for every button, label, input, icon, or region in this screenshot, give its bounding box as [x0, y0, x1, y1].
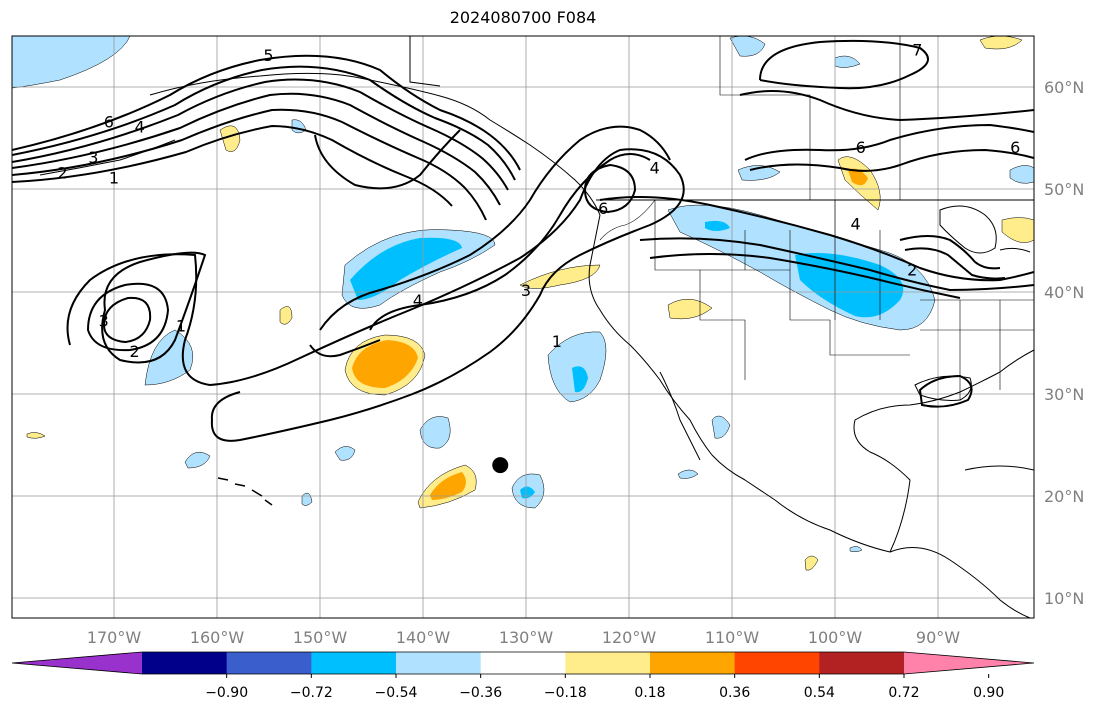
colorbar-tick-label: 0.18	[634, 685, 665, 701]
colorbar-segment	[734, 652, 820, 674]
contour-label: 1	[176, 317, 186, 336]
colorbar-segment	[226, 652, 312, 674]
lon-tick-label: 90°W	[916, 628, 960, 647]
colorbar-segment	[142, 652, 228, 674]
gridlines	[12, 36, 1034, 618]
contour-label: 4	[413, 291, 423, 310]
contour-label: 3	[521, 281, 531, 300]
colorbar-segment	[565, 652, 651, 674]
colorbar-tick-label: −0.90	[205, 685, 248, 701]
contour-label: 6	[104, 112, 114, 131]
map-title: 2024080700 F084	[449, 8, 597, 27]
colorbar-segment	[311, 652, 397, 674]
colorbar	[11, 651, 1035, 675]
colorbar-segment	[650, 652, 736, 674]
colorbar-outline	[11, 651, 1035, 675]
contour-label: 1	[552, 332, 562, 351]
lat-tick-label: 10°N	[1044, 589, 1084, 608]
colorbar-tick-label: 0.90	[973, 685, 1004, 701]
colorbar-segment	[396, 652, 482, 674]
lon-tick-label: 100°W	[808, 628, 863, 647]
contour-label: 4	[650, 158, 660, 177]
contour-label: 6	[856, 138, 866, 157]
contour-label: 5	[263, 46, 273, 65]
colorbar-segment	[819, 652, 905, 674]
contour-label: 1	[109, 168, 119, 187]
colorbar-tick-label: 0.54	[804, 685, 835, 701]
contour-label: 2	[907, 260, 917, 279]
lat-tick-label: 40°N	[1044, 283, 1084, 302]
contour-label: 6	[1010, 138, 1020, 157]
lon-tick-label: 140°W	[396, 628, 451, 647]
colorbar-segment	[480, 652, 566, 674]
contour-lines	[12, 39, 1034, 442]
colorbar-under-triangle	[12, 652, 142, 674]
colorbar-tick-label: −0.18	[544, 685, 587, 701]
lon-tick-label: 130°W	[499, 628, 554, 647]
colorbar-over-triangle	[904, 652, 1034, 674]
contour-label: 3	[88, 148, 98, 167]
lon-tick-label: 110°W	[705, 628, 760, 647]
contour-label: 2	[130, 342, 140, 361]
longitude-axis: 170°W 160°W 150°W 140°W 130°W 120°W 110°…	[87, 628, 960, 647]
colorbar-tick-label: 0.36	[719, 685, 750, 701]
contour-label: 7	[912, 41, 922, 60]
storm-center-marker	[492, 457, 509, 474]
colorbar-tick-label: 0.72	[888, 685, 919, 701]
lon-tick-label: 160°W	[190, 628, 245, 647]
lon-tick-label: 170°W	[87, 628, 142, 647]
latitude-axis: 60°N 50°N 40°N 30°N 20°N 10°N	[1044, 78, 1084, 608]
lat-tick-label: 20°N	[1044, 487, 1084, 506]
colorbar-labels: −0.90 −0.72 −0.54 −0.36 −0.18 0.18 0.36 0.54 0.7…	[205, 674, 1004, 701]
lat-tick-label: 60°N	[1044, 78, 1084, 97]
contour-label: 3	[99, 312, 109, 331]
lon-tick-label: 150°W	[293, 628, 348, 647]
contour-label: 4	[851, 214, 861, 233]
lat-tick-label: 50°N	[1044, 180, 1084, 199]
colorbar-tick-label: −0.36	[459, 685, 502, 701]
lat-tick-label: 30°N	[1044, 385, 1084, 404]
contour-label: 2	[57, 163, 67, 182]
contour-label: 4	[135, 117, 145, 136]
map-frame	[11, 35, 1035, 619]
colorbar-tick-label: −0.54	[375, 685, 418, 701]
lon-tick-label: 120°W	[602, 628, 657, 647]
shaded-anomalies	[12, 36, 1034, 571]
colorbar-tick-label: −0.72	[290, 685, 333, 701]
contour-label: 6	[598, 199, 608, 218]
